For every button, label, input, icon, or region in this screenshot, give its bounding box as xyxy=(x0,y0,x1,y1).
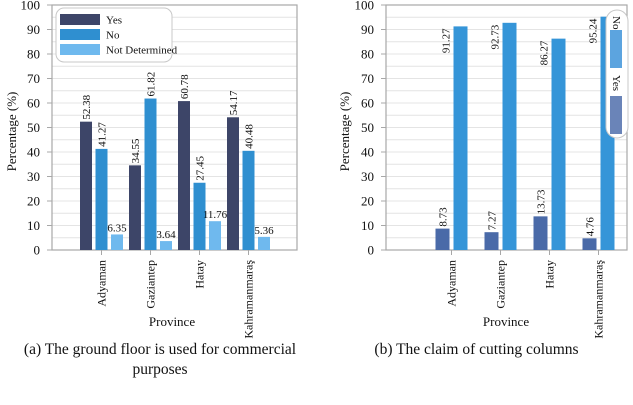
chart-a-data-label: 61.82 xyxy=(146,72,158,97)
chart-a-legend-swatch-yes xyxy=(60,14,100,25)
chart-a-bar-not-determined xyxy=(258,236,270,250)
chart-a-category-label: Adyaman xyxy=(95,260,109,307)
chart-b-ytick-label: 70 xyxy=(361,71,374,86)
caption-a: (a) The ground floor is used for commerc… xyxy=(0,340,320,380)
chart-b-category-label: Gaziantep xyxy=(494,260,508,309)
chart-a-ylabel: Percentage (%) xyxy=(4,92,19,172)
chart-b-data-label: 7.27 xyxy=(487,210,499,230)
chart-b-legend-label: Yes xyxy=(610,75,622,91)
chart-a-bar-yes xyxy=(80,121,92,250)
chart-a-data-label: 60.78 xyxy=(179,74,191,99)
chart-a-xlabel: Province xyxy=(149,314,195,329)
chart-b-ytick-label: 10 xyxy=(361,218,374,233)
chart-b-ytick-label: 20 xyxy=(361,194,374,209)
chart-b-data-label: 86.27 xyxy=(539,40,551,65)
chart-a-ytick-label: 30 xyxy=(27,169,40,184)
caption-b: (b) The claim of cutting columns xyxy=(374,341,579,358)
chart-b-bar-yes xyxy=(435,228,450,250)
chart-a-category-label: Hatay xyxy=(193,260,207,289)
chart-b-bar-yes xyxy=(582,238,597,250)
chart-a-bar-not-determined xyxy=(209,221,221,250)
chart-b-bar-yes xyxy=(484,232,499,250)
chart-a-ytick-label: 20 xyxy=(27,194,40,209)
chart-b-ytick-label: 80 xyxy=(361,47,374,62)
chart-a-legend-label: No xyxy=(106,30,120,42)
chart-a-category-label: Gaziantep xyxy=(144,260,158,309)
chart-b-legend-label: No xyxy=(610,16,622,30)
chart-a-ytick-label: 100 xyxy=(21,0,41,13)
chart-a-bar-not-determined xyxy=(160,241,172,250)
chart-a-bar-yes xyxy=(129,165,141,250)
chart-a-legend-swatch-not-determined xyxy=(60,44,100,55)
chart-a-legend-label: Yes xyxy=(106,15,122,27)
chart-a-data-label: 5.36 xyxy=(254,225,274,237)
chart-b-xlabel: Province xyxy=(483,314,529,329)
chart-b-ytick-label: 60 xyxy=(361,96,374,111)
chart-a-ytick-label: 40 xyxy=(27,145,40,160)
chart-a-category-label: Kahramanmaraş xyxy=(242,260,256,339)
chart-b-bar-no xyxy=(453,26,468,250)
chart-a-data-label: 34.55 xyxy=(130,138,142,163)
chart-b-ytick-label: 100 xyxy=(355,0,375,13)
chart-a-bar-no xyxy=(144,98,157,250)
chart-a-ytick-label: 80 xyxy=(27,47,40,62)
chart-a-data-label: 52.38 xyxy=(81,94,93,119)
chart-a-bar-no xyxy=(193,182,206,250)
chart-a-ytick-label: 60 xyxy=(27,96,40,111)
chart-a-bar-yes xyxy=(178,101,190,251)
chart-b-legend-swatch-no xyxy=(610,30,622,68)
chart-b-bar-no xyxy=(502,22,517,251)
chart-a-data-label: 54.17 xyxy=(228,90,240,115)
chart-b-ytick-label: 30 xyxy=(361,169,374,184)
chart-a-ytick-label: 70 xyxy=(27,71,40,86)
chart-a-data-label: 11.76 xyxy=(203,209,228,221)
caption-a-line2: purposes xyxy=(132,361,188,378)
chart-a-data-label: 3.64 xyxy=(156,229,176,241)
chart-a-bar-no xyxy=(242,150,255,250)
chart-b-data-label: 4.76 xyxy=(585,217,597,237)
chart-b-data-label: 8.73 xyxy=(438,207,450,227)
chart-a-data-label: 27.45 xyxy=(195,155,207,180)
chart-b-bar-yes xyxy=(533,216,548,250)
chart-b-legend-swatch-yes xyxy=(610,96,622,134)
chart-a-data-label: 41.27 xyxy=(97,122,109,147)
chart-b-ytick-label: 40 xyxy=(361,145,374,160)
chart-a-legend-label: Not Determined xyxy=(106,45,178,57)
chart-b-data-label: 92.73 xyxy=(490,24,502,49)
chart-a-data-label: 6.35 xyxy=(107,222,127,234)
caption-a-line1: (a) The ground floor is used for commerc… xyxy=(23,341,297,358)
chart-b-ytick-label: 50 xyxy=(361,120,374,135)
chart-b-ytick-label: 90 xyxy=(361,22,374,37)
chart-b-category-label: Hatay xyxy=(543,260,557,289)
chart-b-bar-no xyxy=(551,38,566,250)
chart-a-legend-swatch-no xyxy=(60,29,100,40)
chart-a-data-label: 40.48 xyxy=(244,124,256,149)
chart-b-category-label: Adyaman xyxy=(445,260,459,307)
chart-b-data-label: 95.24 xyxy=(588,18,600,43)
chart-b-data-label: 91.27 xyxy=(441,28,453,53)
chart-b-ylabel: Percentage (%) xyxy=(337,92,352,172)
chart-a-bar-yes xyxy=(227,117,239,250)
chart-b-ytick-label: 0 xyxy=(368,243,375,258)
chart-a-ytick-label: 90 xyxy=(27,22,40,37)
chart-a-ytick-label: 10 xyxy=(27,218,40,233)
chart-a-bar-no xyxy=(95,148,108,250)
chart-a-ytick-label: 0 xyxy=(34,243,41,258)
chart-b-data-label: 13.73 xyxy=(536,189,548,214)
chart-a-bar-not-determined xyxy=(111,234,123,250)
chart-b-category-label: Kahramanmaraş xyxy=(592,260,606,339)
chart-a-ytick-label: 50 xyxy=(27,120,40,135)
